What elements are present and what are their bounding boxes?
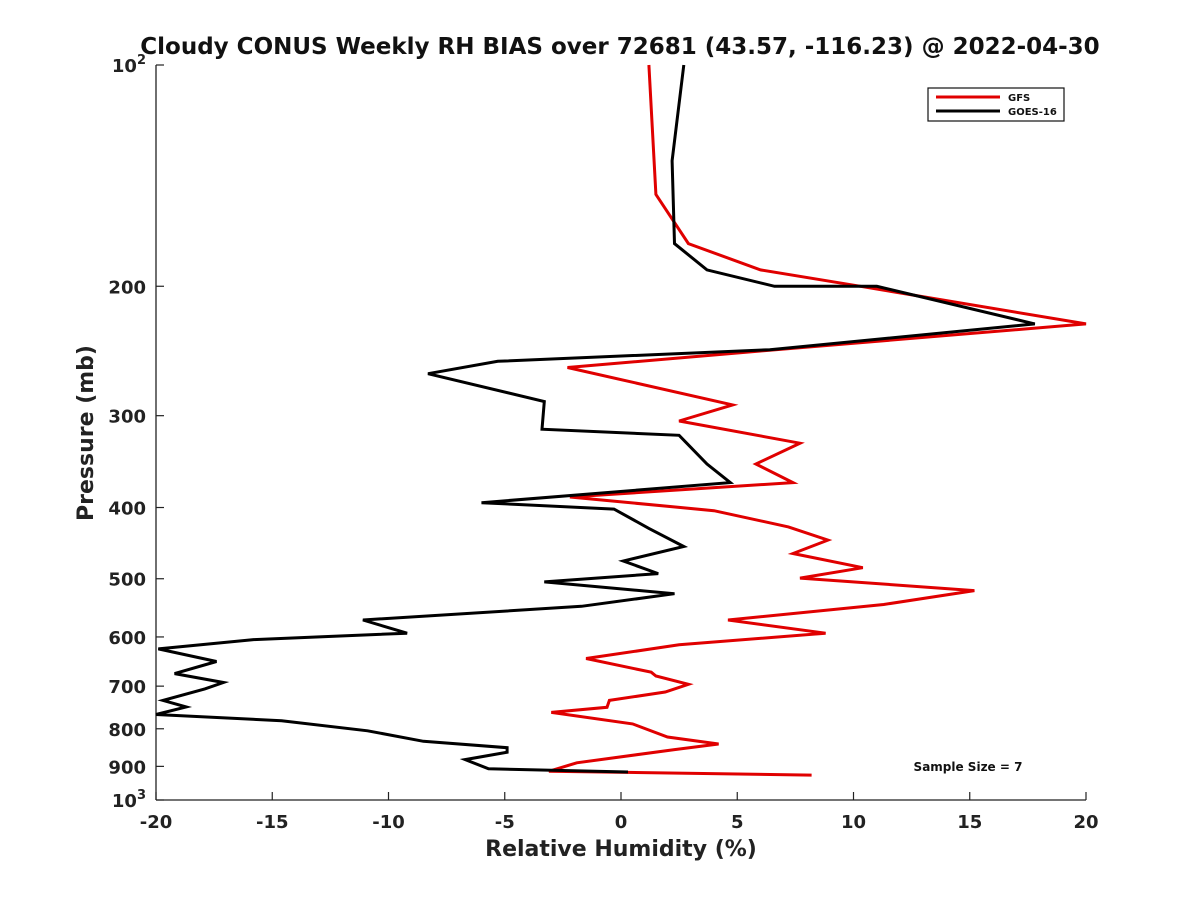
x-tick-label: 10 bbox=[841, 812, 866, 833]
x-axis: -20 -15 -10 -5 0 5 10 15 20 bbox=[140, 792, 1099, 833]
y-tick-label: 102 bbox=[112, 53, 146, 77]
y-tick-label: 400 bbox=[108, 499, 146, 520]
x-axis-label: Relative Humidity (%) bbox=[485, 837, 757, 862]
y-tick-label: 500 bbox=[108, 570, 146, 591]
y-axis: 102 200 300 400 500 600 700 800 900 103 bbox=[108, 53, 164, 812]
x-tick-label: -15 bbox=[256, 812, 289, 833]
series-line-gfs bbox=[548, 64, 1087, 777]
x-tick-label: 20 bbox=[1073, 812, 1098, 833]
legend-entry: GFS bbox=[1008, 93, 1030, 104]
chart-title: Cloudy CONUS Weekly RH BIAS over 72681 (… bbox=[140, 34, 1099, 60]
x-tick-label: 0 bbox=[615, 812, 628, 833]
x-tick-label: -5 bbox=[495, 812, 515, 833]
y-axis-label: Pressure (mb) bbox=[74, 345, 99, 521]
x-tick-label: -20 bbox=[140, 812, 173, 833]
x-tick-label: 15 bbox=[957, 812, 982, 833]
x-tick-label: -10 bbox=[372, 812, 405, 833]
series-line-goes-16 bbox=[155, 64, 1036, 774]
y-tick-label: 300 bbox=[108, 407, 146, 428]
y-tick-label: 800 bbox=[108, 720, 146, 741]
legend: GFS GOES-16 bbox=[927, 87, 1065, 122]
y-tick-label: 900 bbox=[108, 757, 146, 778]
y-tick-label: 700 bbox=[108, 677, 146, 698]
sample-size-annotation: Sample Size = 7 bbox=[914, 760, 1023, 774]
legend-entry: GOES-16 bbox=[1008, 107, 1057, 118]
x-tick-label: 5 bbox=[731, 812, 744, 833]
legend-box bbox=[927, 87, 1065, 122]
y-tick-label: 103 bbox=[112, 788, 146, 812]
y-tick-label: 600 bbox=[108, 628, 146, 649]
y-tick-label: 200 bbox=[108, 277, 146, 298]
series-layer bbox=[155, 64, 1087, 777]
